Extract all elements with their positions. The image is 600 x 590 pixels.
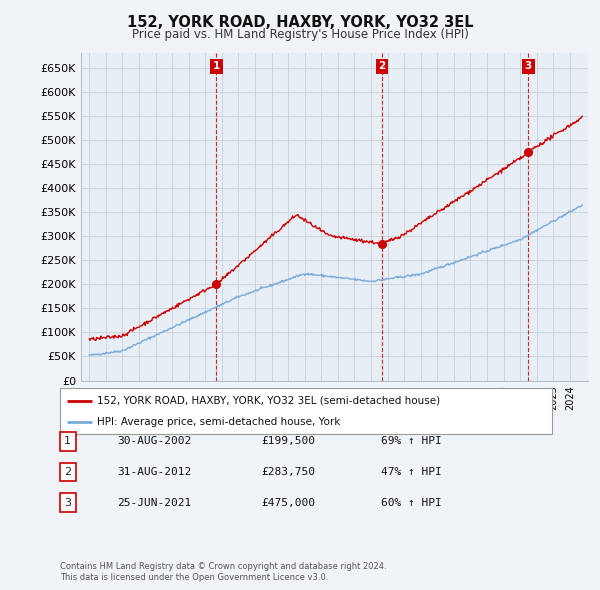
Text: 1: 1 xyxy=(64,437,71,446)
Text: Price paid vs. HM Land Registry's House Price Index (HPI): Price paid vs. HM Land Registry's House … xyxy=(131,28,469,41)
FancyBboxPatch shape xyxy=(59,493,76,512)
Text: 25-JUN-2021: 25-JUN-2021 xyxy=(117,498,191,507)
Text: 31-AUG-2012: 31-AUG-2012 xyxy=(117,467,191,477)
Text: £199,500: £199,500 xyxy=(261,437,315,446)
Text: 152, YORK ROAD, HAXBY, YORK, YO32 3EL (semi-detached house): 152, YORK ROAD, HAXBY, YORK, YO32 3EL (s… xyxy=(97,395,440,405)
FancyBboxPatch shape xyxy=(60,388,552,434)
Text: 2: 2 xyxy=(379,61,386,71)
Text: This data is licensed under the Open Government Licence v3.0.: This data is licensed under the Open Gov… xyxy=(60,573,328,582)
FancyBboxPatch shape xyxy=(59,463,76,481)
Text: £475,000: £475,000 xyxy=(261,498,315,507)
Text: 3: 3 xyxy=(64,498,71,507)
FancyBboxPatch shape xyxy=(59,432,76,451)
Text: 2: 2 xyxy=(64,467,71,477)
Text: 47% ↑ HPI: 47% ↑ HPI xyxy=(381,467,442,477)
Text: 30-AUG-2002: 30-AUG-2002 xyxy=(117,437,191,446)
Text: 152, YORK ROAD, HAXBY, YORK, YO32 3EL: 152, YORK ROAD, HAXBY, YORK, YO32 3EL xyxy=(127,15,473,30)
Text: Contains HM Land Registry data © Crown copyright and database right 2024.: Contains HM Land Registry data © Crown c… xyxy=(60,562,386,571)
Text: 60% ↑ HPI: 60% ↑ HPI xyxy=(381,498,442,507)
Text: HPI: Average price, semi-detached house, York: HPI: Average price, semi-detached house,… xyxy=(97,417,340,427)
Text: 69% ↑ HPI: 69% ↑ HPI xyxy=(381,437,442,446)
Text: £283,750: £283,750 xyxy=(261,467,315,477)
Text: 1: 1 xyxy=(213,61,220,71)
Text: 3: 3 xyxy=(525,61,532,71)
